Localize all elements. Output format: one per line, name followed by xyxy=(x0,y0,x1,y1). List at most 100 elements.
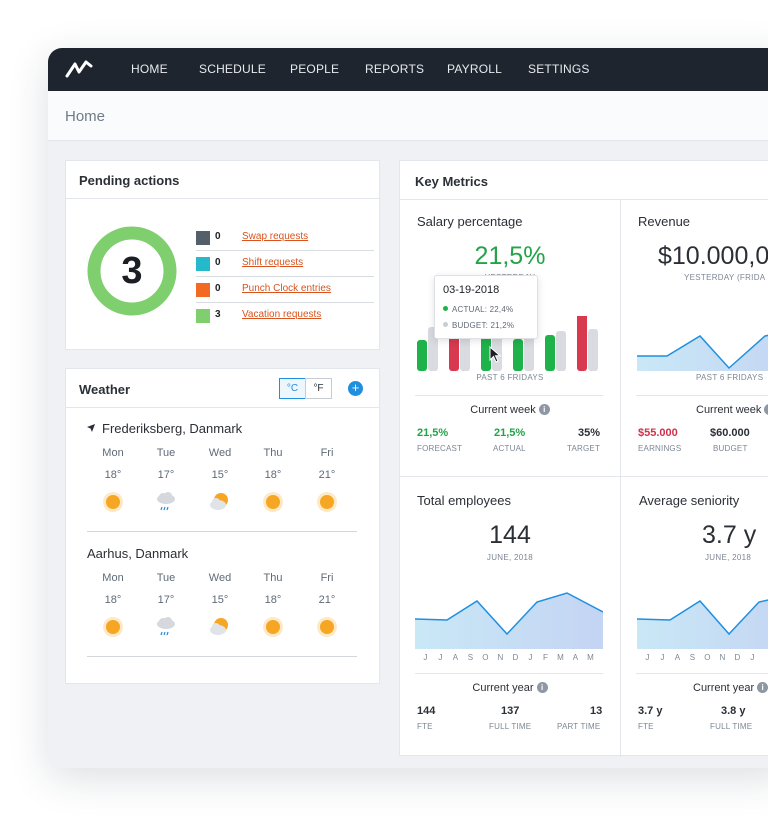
pending-actions-title: Pending actions xyxy=(79,173,180,188)
revenue-earnings-value: $55.000 xyxy=(638,427,678,439)
sun-icon xyxy=(317,617,337,637)
revenue-budget-label: BUDGET xyxy=(713,444,748,453)
salary-budget-bar[interactable] xyxy=(556,331,566,371)
salary-actual-bar[interactable] xyxy=(545,335,555,371)
punch-clock-link[interactable]: Punch Clock entries xyxy=(242,283,331,294)
salary-budget-bar[interactable] xyxy=(492,333,502,371)
employees-fte-label: FTE xyxy=(417,722,433,731)
salary-tooltip: 03-19-2018 ACTUAL: 22,4% BUDGET: 21,2% xyxy=(434,275,538,339)
weather-temp: 15° xyxy=(211,469,229,481)
weather-title: Weather xyxy=(79,382,131,397)
employees-parttime-value: 13 xyxy=(590,705,603,717)
nav-settings[interactable]: SETTINGS xyxy=(528,62,590,76)
vacation-swatch xyxy=(196,309,210,323)
weather-day: Mon xyxy=(102,447,124,459)
breadcrumb-bar: Home xyxy=(48,91,768,141)
info-icon[interactable]: i xyxy=(536,682,548,693)
revenue-current-label: Current week xyxy=(696,404,762,416)
chart-line xyxy=(637,599,768,636)
info-icon[interactable]: i xyxy=(757,682,768,693)
nav-home[interactable]: HOME xyxy=(131,62,168,76)
salary-actual-bar[interactable] xyxy=(481,331,491,371)
breadcrumb: Home xyxy=(65,108,106,125)
salary-forecast-value: 21,5% xyxy=(417,427,449,439)
pending-donut: 3 xyxy=(87,226,177,316)
tooltip-budget-text: BUDGET: 21,2% xyxy=(452,321,515,330)
salary-actual-bar[interactable] xyxy=(417,340,427,371)
seniority-sub: JUNE, 2018 xyxy=(705,553,752,562)
divider xyxy=(415,673,603,674)
nav-schedule[interactable]: SCHEDULE xyxy=(199,62,266,76)
month-tick-label: J xyxy=(660,653,665,662)
salary-forecast-label: FORECAST xyxy=(417,444,463,453)
weather-temp: 21° xyxy=(318,594,336,606)
month-tick-label: J xyxy=(423,653,428,662)
salary-actual-bar[interactable] xyxy=(577,316,587,371)
weather-day: Thu xyxy=(263,447,283,459)
month-tick-label: N xyxy=(497,653,504,662)
info-icon[interactable]: i xyxy=(764,404,768,415)
salary-actual-bar[interactable] xyxy=(513,339,523,371)
seniority-area-chart xyxy=(637,599,768,649)
salary-budget-bar[interactable] xyxy=(588,329,598,371)
revenue-earnings-label: EARNINGS xyxy=(638,444,682,453)
shift-requests-link[interactable]: Shift requests xyxy=(242,257,304,268)
nav-reports[interactable]: REPORTS xyxy=(365,62,425,76)
revenue-budget-value: $60.000 xyxy=(710,427,750,439)
weather-day: Tue xyxy=(156,447,176,459)
month-tick-label: J xyxy=(528,653,533,662)
chart-area-fill xyxy=(415,593,603,649)
sun-icon xyxy=(263,492,283,512)
month-tick-label: A xyxy=(674,653,681,662)
salary-budget-bar[interactable] xyxy=(460,329,470,371)
vacation-requests-link[interactable]: Vacation requests xyxy=(242,309,322,320)
app-window: HOME SCHEDULE PEOPLE REPORTS PAYROLL SET… xyxy=(48,48,768,768)
shift-swatch xyxy=(196,257,210,271)
month-tick-label: J xyxy=(750,653,755,662)
month-tick-label: J xyxy=(438,653,443,662)
weather-day: Wed xyxy=(208,447,232,459)
info-icon[interactable]: i xyxy=(538,404,550,415)
chart-line xyxy=(637,334,768,370)
location-arrow-icon xyxy=(87,424,95,432)
actual-dot-icon xyxy=(443,306,448,311)
celsius-button[interactable]: °C xyxy=(279,378,306,399)
nav-payroll[interactable]: PAYROLL xyxy=(447,62,502,76)
revenue-chart-label: PAST 6 FRIDAYS xyxy=(696,373,764,382)
month-tick-label: F xyxy=(542,653,549,662)
salary-budget-bar[interactable] xyxy=(524,335,534,371)
divider xyxy=(400,199,768,200)
mouse-cursor-icon xyxy=(489,346,502,363)
seniority-current-label: Current year xyxy=(693,682,755,694)
month-tick-label: O xyxy=(704,653,711,662)
seniority-title: Average seniority xyxy=(639,493,740,508)
tooltip-budget: BUDGET: 21,2% xyxy=(443,321,514,330)
fahrenheit-button[interactable]: °F xyxy=(305,378,332,399)
tooltip-actual-text: ACTUAL: 22,4% xyxy=(452,305,514,314)
weather-temp: 18° xyxy=(104,469,122,481)
revenue-area-chart xyxy=(637,334,768,371)
divider xyxy=(400,476,768,477)
swap-requests-link[interactable]: Swap requests xyxy=(242,231,309,242)
weather-temp: 21° xyxy=(318,469,336,481)
weather-temp: 18° xyxy=(264,469,282,481)
weather-temp: 17° xyxy=(157,594,175,606)
nav-people[interactable]: PEOPLE xyxy=(290,62,340,76)
weather-city-name: Frederiksberg, Danmark xyxy=(102,421,243,436)
employees-fulltime-value: 137 xyxy=(501,705,520,717)
legend-row-swap: 0 Swap requests xyxy=(196,225,374,251)
revenue-sub: YESTERDAY (FRIDA xyxy=(684,273,766,282)
sun-icon xyxy=(317,492,337,512)
employees-sub: JUNE, 2018 xyxy=(486,553,534,562)
key-metrics-title: Key Metrics xyxy=(415,174,488,189)
employees-fulltime-label: FULL TIME xyxy=(489,722,532,731)
divider xyxy=(415,395,603,396)
seniority-value: 3.7 y xyxy=(702,521,757,549)
rain-cloud-icon xyxy=(157,492,175,511)
month-tick-label: D xyxy=(512,653,519,662)
logo-icon xyxy=(65,60,93,78)
month-tick-label: A xyxy=(452,653,459,662)
legend-row-shift: 0 Shift requests xyxy=(196,251,374,277)
add-location-button[interactable]: + xyxy=(348,381,363,396)
shift-count: 0 xyxy=(215,257,221,268)
